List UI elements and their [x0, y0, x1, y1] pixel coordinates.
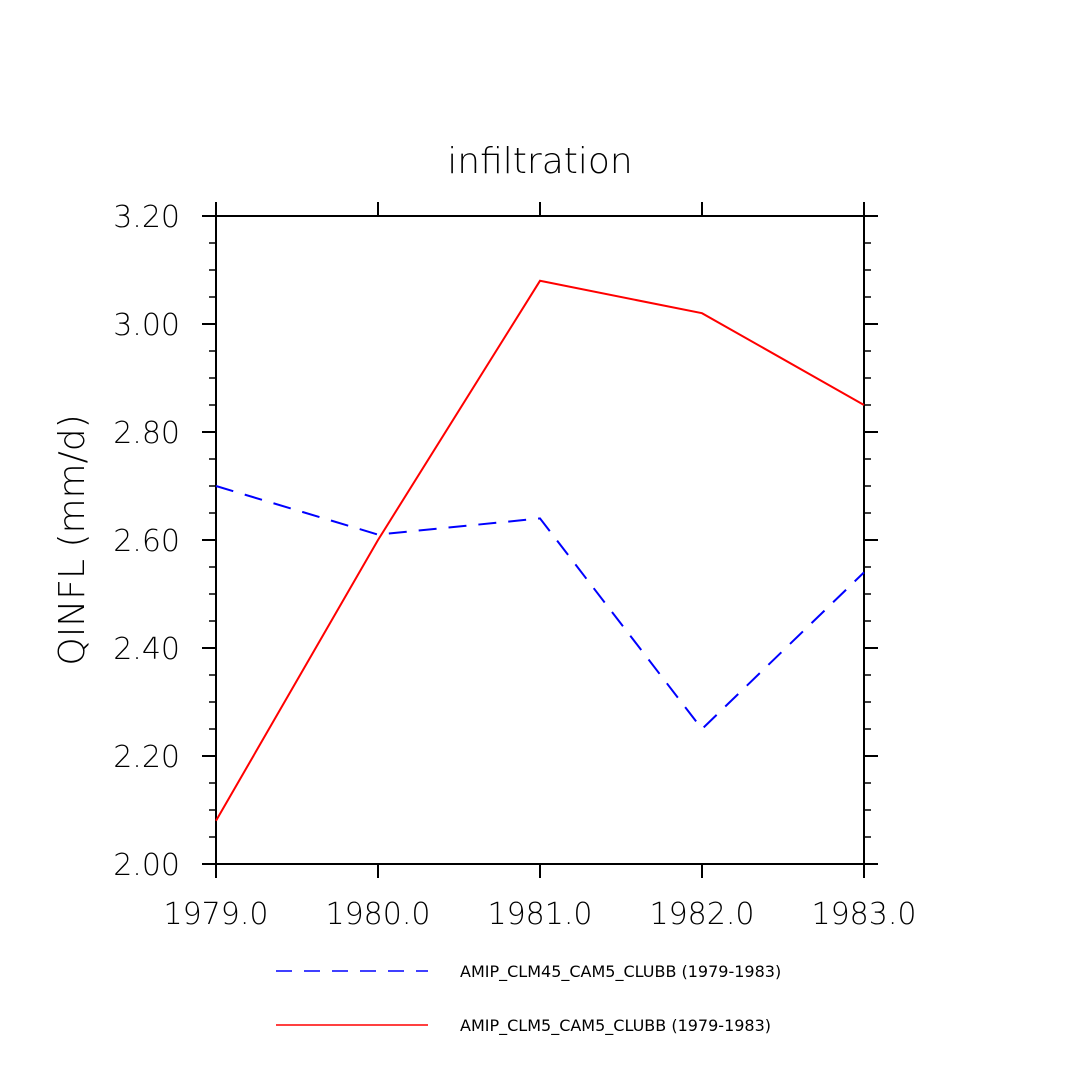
series-0-point	[701, 728, 703, 730]
series-1-point	[377, 539, 379, 541]
x-tick-labels: 1979.0 1980.0 1981.0 1982.0 1983.0	[164, 897, 917, 932]
x-tick-label: 1980.0	[326, 897, 431, 932]
y-tick-label: 2.60	[113, 524, 180, 559]
major-ticks	[202, 202, 878, 878]
plot-border	[215, 215, 865, 865]
y-tick-label: 2.00	[113, 848, 180, 883]
series-line-0	[215, 485, 865, 731]
series-1-point	[539, 280, 541, 282]
series-lines	[215, 279, 865, 822]
series-1-point	[863, 404, 865, 406]
series-0-point	[215, 485, 217, 487]
series-0-point	[377, 534, 379, 536]
x-tick-label: 1982.0	[650, 897, 755, 932]
series-1-point	[215, 820, 217, 822]
minor-ticks	[209, 242, 871, 838]
y-tick-labels: 2.00 2.20 2.40 2.60 2.80 3.00 3.20	[113, 200, 180, 883]
plot-frame	[215, 215, 865, 865]
y-tick-label: 2.80	[113, 416, 180, 451]
series-1-point	[701, 312, 703, 314]
y-tick-label: 2.20	[113, 740, 180, 775]
x-tick-label: 1981.0	[488, 897, 593, 932]
y-tick-label: 2.40	[113, 632, 180, 667]
chart-title: infiltration	[447, 141, 632, 182]
legend: AMIP_CLM45_CAM5_CLUBB (1979-1983) AMIP_CL…	[276, 962, 781, 1036]
legend-label-0: AMIP_CLM45_CAM5_CLUBB (1979-1983)	[460, 962, 781, 982]
y-tick-label: 3.00	[113, 308, 180, 343]
series-line-1	[215, 279, 865, 822]
legend-label-1: AMIP_CLM5_CAM5_CLUBB (1979-1983)	[460, 1016, 771, 1036]
y-tick-label: 3.20	[113, 200, 180, 235]
x-tick-label: 1983.0	[812, 897, 917, 932]
series-0-point	[539, 517, 541, 519]
series-0-point	[863, 571, 865, 573]
x-tick-label: 1979.0	[164, 897, 269, 932]
y-axis-label: QINFL (mm/d)	[52, 414, 93, 665]
